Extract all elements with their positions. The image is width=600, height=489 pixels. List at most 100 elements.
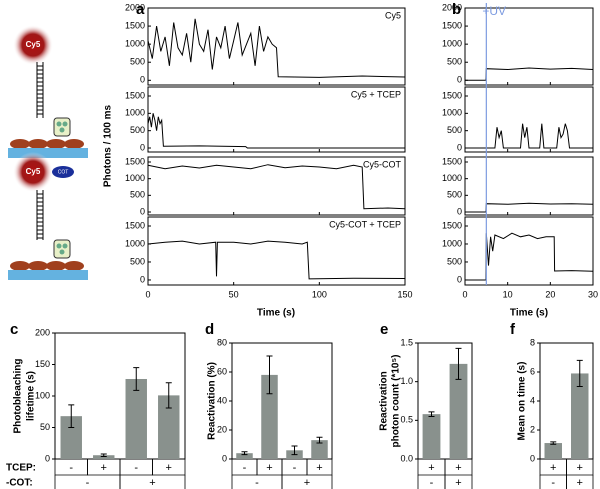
uv-label: +UV bbox=[482, 4, 506, 18]
x-tick-label: 0 bbox=[145, 289, 150, 299]
y-axis-label: Mean on time (s) bbox=[517, 362, 528, 441]
y-tick-label: 0 bbox=[457, 206, 462, 216]
error-bar bbox=[576, 359, 583, 387]
x-tick-label: 0 bbox=[462, 289, 467, 299]
row-label: -COT: bbox=[6, 478, 33, 489]
y-tick-label: 20 bbox=[217, 424, 227, 434]
trace-label: Cy5 bbox=[385, 10, 401, 20]
y-tick-label: 0 bbox=[45, 453, 50, 463]
y-axis-label: Reactivation bbox=[379, 371, 390, 430]
y-tick-label: 0.5 bbox=[400, 415, 413, 425]
y-tick-label: 0 bbox=[457, 142, 462, 152]
x-tick-label: 30 bbox=[588, 289, 598, 299]
y-tick-label: 1500 bbox=[442, 220, 462, 230]
y-tick-label: 500 bbox=[130, 125, 145, 135]
error-bar bbox=[241, 451, 248, 456]
y-tick-label: 0 bbox=[140, 274, 145, 284]
y-tick-label: 1000 bbox=[442, 238, 462, 248]
bar bbox=[261, 374, 278, 459]
y-tick-label: 1500 bbox=[442, 156, 462, 166]
y-tick-label: 0 bbox=[140, 206, 145, 216]
panel-label: d bbox=[205, 321, 214, 338]
bar bbox=[422, 414, 441, 459]
error-bar bbox=[316, 436, 323, 444]
y-tick-label: 0 bbox=[222, 453, 227, 463]
y-tick-label: 1500 bbox=[442, 90, 462, 100]
trace-line bbox=[465, 123, 593, 149]
category-label: + bbox=[550, 462, 556, 474]
trace-line bbox=[147, 113, 405, 149]
construct-diagram: Cy5 Cy5 COT bbox=[8, 25, 88, 280]
error-bar bbox=[165, 382, 172, 409]
trace-line bbox=[147, 164, 406, 210]
y-tick-label: 500 bbox=[130, 57, 145, 67]
bar bbox=[158, 395, 180, 459]
bar bbox=[236, 453, 253, 459]
dye-label: Cy5 bbox=[26, 40, 41, 49]
y-tick-label: 500 bbox=[130, 256, 145, 266]
panel-label: c bbox=[10, 321, 18, 338]
group-label: - bbox=[551, 477, 555, 489]
y-tick-label: 0 bbox=[140, 75, 145, 85]
category-label: + bbox=[428, 462, 434, 474]
y-tick-label: 150 bbox=[35, 359, 50, 369]
cot-label: COT bbox=[58, 169, 69, 175]
y-tick-label: 500 bbox=[130, 190, 145, 200]
y-tick-label: 0 bbox=[457, 274, 462, 284]
category-box bbox=[444, 459, 473, 476]
group-label: - bbox=[86, 477, 90, 489]
row-label: TCEP: bbox=[6, 463, 36, 474]
trace-line bbox=[147, 18, 406, 78]
panel-label: f bbox=[510, 321, 516, 338]
bar bbox=[125, 378, 147, 459]
group-label: + bbox=[149, 477, 155, 489]
y-tick-label: 2 bbox=[530, 424, 535, 434]
group-box bbox=[444, 475, 473, 489]
y-tick-label: 500 bbox=[447, 190, 462, 200]
trace-line bbox=[465, 67, 594, 81]
dye-label: Cy5 bbox=[26, 167, 41, 176]
x-tick-label: 20 bbox=[545, 289, 555, 299]
bar bbox=[449, 363, 468, 459]
error-bar bbox=[68, 404, 75, 428]
y-tick-label: 1000 bbox=[442, 108, 462, 118]
y-tick-label: 1000 bbox=[442, 173, 462, 183]
y-tick-label: 8 bbox=[530, 337, 535, 347]
y-tick-label: 80 bbox=[217, 337, 227, 347]
y-tick-label: 50 bbox=[40, 422, 50, 432]
trace-label: Cy5-COT bbox=[363, 159, 402, 169]
trace-line bbox=[465, 202, 594, 213]
y-tick-label: 0.0 bbox=[400, 453, 413, 463]
y-tick-label: 200 bbox=[35, 327, 50, 337]
group-box bbox=[119, 475, 186, 489]
panel-label: b bbox=[452, 1, 461, 18]
category-label: - bbox=[293, 462, 297, 474]
group-label: + bbox=[304, 477, 310, 489]
y-tick-label: 60 bbox=[217, 366, 227, 376]
y-tick-label: 1000 bbox=[442, 39, 462, 49]
bar bbox=[93, 455, 115, 459]
y-tick-label: 100 bbox=[35, 390, 50, 400]
trace-label: Cy5 + TCEP bbox=[351, 89, 401, 99]
plot-frame bbox=[464, 216, 594, 286]
group-label: + bbox=[455, 477, 461, 489]
plot-frame bbox=[147, 216, 406, 286]
x-tick-label: 50 bbox=[229, 289, 239, 299]
x-tick-label: 100 bbox=[312, 289, 327, 299]
y-tick-label: 40 bbox=[217, 395, 227, 405]
bar bbox=[60, 416, 82, 459]
group-box bbox=[281, 475, 333, 489]
category-label: + bbox=[166, 462, 172, 474]
y-axis-label: Photons / 100 ms bbox=[103, 104, 114, 187]
category-label: + bbox=[577, 462, 583, 474]
category-label: + bbox=[316, 462, 322, 474]
y-tick-label: 1.0 bbox=[400, 376, 413, 386]
y-tick-label: 1000 bbox=[125, 108, 145, 118]
y-tick-label: 2000 bbox=[442, 2, 462, 12]
trace-label: Cy5-COT + TCEP bbox=[329, 219, 401, 229]
y-tick-label: 0 bbox=[457, 75, 462, 85]
category-box bbox=[306, 459, 333, 476]
y-tick-label: 1000 bbox=[125, 39, 145, 49]
category-box bbox=[566, 459, 594, 476]
y-tick-label: 1500 bbox=[125, 220, 145, 230]
